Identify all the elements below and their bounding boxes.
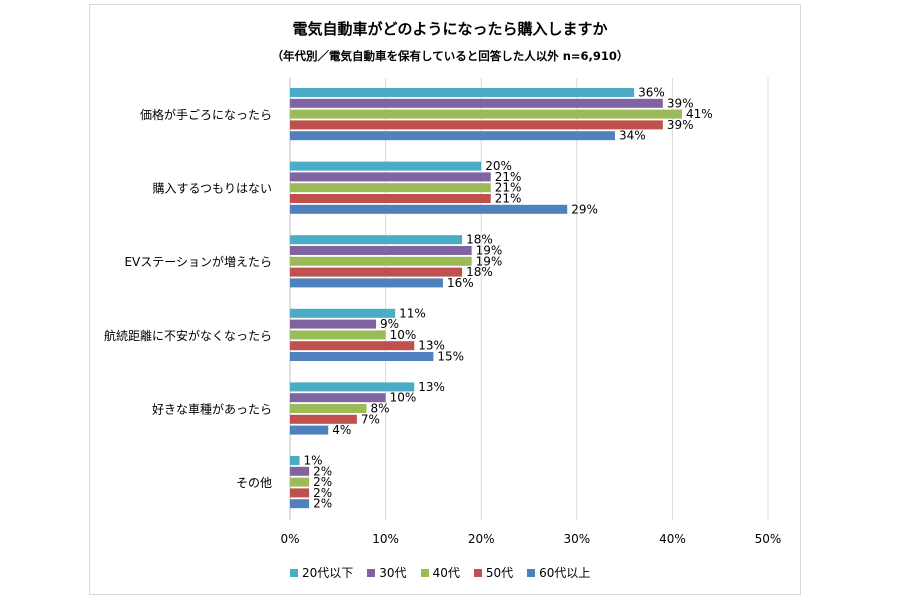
data-label: 19% bbox=[476, 254, 503, 268]
data-label: 41% bbox=[686, 107, 713, 121]
bar bbox=[290, 382, 415, 392]
bar bbox=[290, 499, 310, 509]
legend-item: 30代 bbox=[367, 564, 407, 581]
x-tick-label: 20% bbox=[468, 532, 495, 546]
legend-item: 40代 bbox=[420, 564, 460, 581]
category-label: 好きな車種があったら bbox=[152, 401, 272, 416]
bar bbox=[290, 183, 491, 193]
data-label: 7% bbox=[361, 412, 380, 426]
data-label: 16% bbox=[447, 276, 474, 290]
legend-swatch bbox=[473, 568, 482, 577]
legend-item: 20代以下 bbox=[290, 564, 353, 581]
data-label: 18% bbox=[466, 233, 493, 247]
bar bbox=[290, 488, 310, 498]
legend-item: 50代 bbox=[473, 564, 514, 581]
category-label: 購入するつもりはない bbox=[152, 182, 272, 196]
category-label: 航続距離に不安がなくなったら bbox=[104, 328, 272, 343]
data-label: 2% bbox=[313, 486, 332, 500]
legend-label: 50代 bbox=[485, 566, 514, 580]
bar bbox=[290, 404, 367, 413]
legend-item: 60代以上 bbox=[527, 564, 590, 581]
bar bbox=[290, 246, 472, 255]
legend-swatch bbox=[367, 568, 376, 577]
data-label: 21% bbox=[495, 170, 522, 184]
bar bbox=[290, 319, 377, 329]
data-label: 2% bbox=[313, 497, 332, 511]
data-label: 10% bbox=[390, 328, 417, 342]
data-label: 1% bbox=[304, 454, 323, 468]
data-label: 13% bbox=[418, 380, 445, 394]
data-label: 8% bbox=[370, 402, 389, 416]
category-label: 価格が手ごろになったら bbox=[140, 107, 272, 122]
bar bbox=[290, 235, 463, 245]
bar bbox=[290, 194, 491, 203]
data-label: 2% bbox=[313, 464, 332, 478]
category-label: EVステーションが増えたら bbox=[124, 254, 272, 269]
data-label: 19% bbox=[476, 244, 503, 258]
x-tick-label: 40% bbox=[659, 532, 686, 546]
legend-label: 20代以下 bbox=[302, 566, 354, 580]
bar bbox=[290, 341, 415, 351]
legend-label: 30代 bbox=[379, 566, 407, 580]
data-label: 4% bbox=[332, 423, 351, 437]
bar bbox=[290, 120, 663, 130]
bar bbox=[290, 477, 310, 487]
data-label: 10% bbox=[390, 391, 417, 405]
data-label: 13% bbox=[418, 339, 445, 353]
bar bbox=[290, 88, 635, 97]
data-label: 11% bbox=[399, 306, 426, 320]
bar bbox=[290, 98, 663, 108]
data-label: 36% bbox=[638, 86, 665, 100]
data-label: 9% bbox=[380, 317, 399, 331]
bar bbox=[290, 109, 682, 119]
legend-swatch bbox=[420, 568, 429, 577]
bar bbox=[290, 393, 386, 403]
bar bbox=[290, 456, 300, 465]
x-tick-label: 30% bbox=[563, 532, 590, 546]
data-label: 18% bbox=[466, 265, 493, 279]
bar bbox=[290, 308, 396, 318]
data-label: 2% bbox=[313, 475, 332, 489]
category-label: その他 bbox=[236, 476, 272, 490]
legend-swatch bbox=[290, 568, 298, 577]
bar bbox=[290, 466, 310, 476]
bar bbox=[290, 256, 472, 266]
chart-title: 電気自動車がどのようになったら購入しますか bbox=[292, 20, 608, 38]
bar bbox=[290, 352, 434, 361]
legend-label: 60代以上 bbox=[539, 566, 591, 580]
chart-subtitle: （年代別／電気自動車を保有していると回答した人以外 n=6,910） bbox=[271, 49, 629, 63]
bar bbox=[290, 414, 357, 424]
data-label: 21% bbox=[495, 192, 522, 206]
bar bbox=[290, 131, 616, 141]
bar bbox=[290, 172, 491, 182]
data-label: 20% bbox=[485, 159, 512, 173]
chart-legend: 20代以下 30代 40代 50代 60代以上 bbox=[290, 564, 604, 581]
data-label: 34% bbox=[619, 129, 646, 143]
bar bbox=[290, 425, 329, 435]
x-tick-label: 0% bbox=[280, 532, 299, 546]
x-tick-label: 10% bbox=[372, 532, 399, 546]
data-label: 39% bbox=[667, 96, 694, 110]
bar bbox=[290, 161, 482, 171]
legend-swatch bbox=[527, 568, 536, 577]
legend-label: 40代 bbox=[432, 566, 460, 580]
x-tick-label: 50% bbox=[755, 532, 782, 546]
bar bbox=[290, 330, 386, 340]
bar bbox=[290, 267, 463, 277]
bar bbox=[290, 278, 443, 288]
bar bbox=[290, 204, 568, 214]
data-label: 21% bbox=[495, 181, 522, 195]
data-label: 15% bbox=[437, 350, 464, 364]
data-label: 39% bbox=[667, 118, 694, 132]
data-label: 29% bbox=[571, 202, 598, 216]
